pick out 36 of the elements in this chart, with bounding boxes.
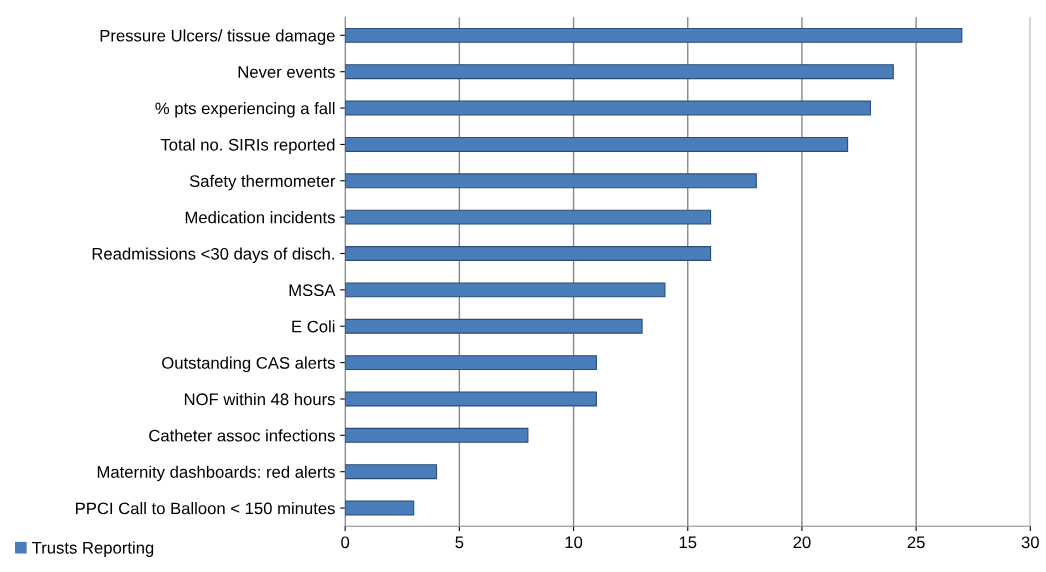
- y-tick-label: Readmissions <30 days of disch.: [92, 247, 334, 264]
- bar: [345, 100, 872, 116]
- x-tick-label: 5: [455, 536, 464, 549]
- bar: [345, 136, 849, 152]
- y-tick-label: Maternity dashboards: red alerts: [97, 465, 335, 482]
- x-tick-label: 15: [679, 536, 697, 549]
- x-tick-label: 10: [565, 536, 583, 549]
- y-tick-label: Catheter assoc infections: [149, 429, 335, 442]
- y-tick-label: Never events: [238, 66, 335, 78]
- bar: [345, 318, 643, 334]
- bar: [345, 500, 415, 516]
- y-tick-label: MSSA: [289, 284, 336, 297]
- y-tick-label: E Coli: [292, 320, 335, 333]
- x-tick-label: 20: [793, 536, 811, 549]
- y-tick-label: NOF within 48 hours: [184, 392, 335, 406]
- x-tick-label: 30: [1021, 536, 1039, 549]
- bar: [345, 391, 597, 407]
- y-tick-label: % pts experiencing a fall: [155, 102, 335, 118]
- y-tick-label: Total no. SIRIs reported: [160, 138, 335, 154]
- y-tick-label: PPCI Call to Balloon < 150 minutes: [76, 502, 335, 515]
- bar: [345, 464, 438, 480]
- bar: [345, 64, 894, 80]
- x-tick-label: 0: [341, 536, 350, 549]
- y-tick-label: Safety thermometer: [189, 174, 336, 191]
- y-tick-label: Outstanding CAS alerts: [162, 356, 335, 373]
- bar: [345, 427, 529, 443]
- y-tick-label: Medication incidents: [185, 211, 335, 224]
- bar: [345, 282, 666, 298]
- legend-label: Trusts Reporting: [32, 541, 154, 557]
- bar: [345, 27, 963, 43]
- x-tick-label: 25: [907, 536, 925, 549]
- bar: [345, 355, 597, 371]
- bar: [345, 246, 712, 261]
- bar: [345, 173, 757, 189]
- bar: [345, 209, 712, 225]
- y-tick-label: Pressure Ulcers/ tissue damage: [100, 29, 335, 45]
